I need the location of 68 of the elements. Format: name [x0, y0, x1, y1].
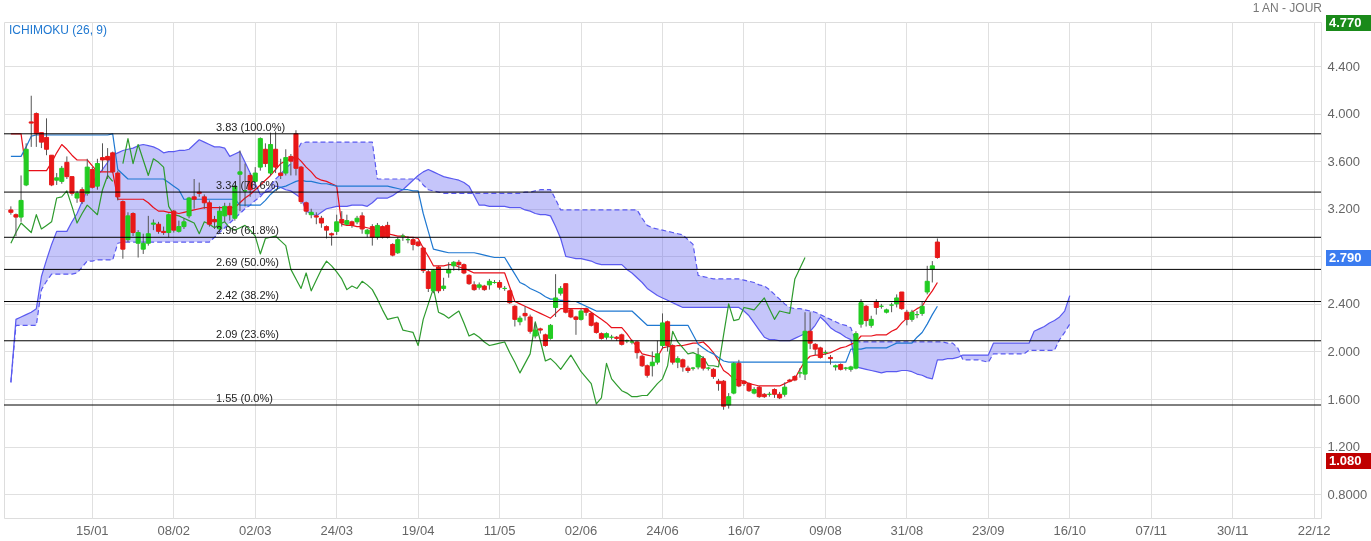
annotation: ICHIMOKU (26, 9): [9, 23, 108, 37]
candlestick: [863, 304, 869, 327]
candlestick: [94, 158, 100, 191]
y-tick-label: 1.600: [1327, 391, 1361, 407]
y-tick-label: 2.400: [1327, 296, 1361, 312]
candlestick: [858, 298, 864, 329]
y-tick-label: 0.8000: [1327, 486, 1368, 502]
y-tick-label: 2.000: [1327, 343, 1361, 359]
candlestick: [695, 347, 701, 370]
x-tick-label: 08/02: [157, 522, 191, 538]
y-tick-label: 1.200: [1327, 439, 1361, 455]
y-tick-label: 3.200: [1327, 201, 1361, 217]
ref-line-label: 3.83 (100.0%): [216, 120, 286, 133]
candlestick: [654, 340, 660, 366]
x-tick-label: 09/08: [809, 522, 842, 538]
candlestick: [512, 304, 518, 327]
candlestick: [929, 260, 935, 283]
candlestick: [278, 158, 284, 180]
ref-line-label: 1.55 (0.0%): [216, 392, 273, 404]
candlestick: [283, 148, 289, 176]
y-tick-label: 3.600: [1327, 153, 1361, 169]
candlestick: [400, 233, 406, 242]
candlestick: [191, 178, 197, 210]
x-tick-label: 16/10: [1053, 522, 1087, 538]
y-tick-label: 4.000: [1327, 106, 1361, 122]
x-tick-label: 22/12: [1297, 522, 1331, 538]
candlestick: [904, 309, 910, 326]
x-tick-label: 24/03: [320, 522, 353, 538]
x-tick-label: 02/03: [238, 522, 272, 538]
candlestick: [99, 142, 106, 172]
candlestick: [43, 117, 50, 156]
ref-line-label: 2.69 (50.0%): [216, 256, 279, 269]
candlestick: [359, 211, 365, 235]
candlestick: [8, 205, 14, 216]
ref-line-label: 2.42 (38.2%): [216, 288, 279, 301]
candlestick: [425, 268, 431, 293]
text: 2.790: [1329, 250, 1362, 265]
candlestick: [934, 237, 940, 260]
candlestick: [420, 246, 426, 274]
candlestick: [369, 223, 375, 247]
x-tick-label: 11/05: [483, 522, 516, 538]
text: 4.770: [1329, 15, 1362, 30]
x-tick-label: 07/11: [1135, 522, 1168, 538]
candlestick: [354, 215, 360, 225]
candlestick: [807, 311, 813, 350]
candlestick: [553, 273, 559, 318]
candlestick: [344, 214, 350, 226]
x-tick-label: 15/01: [76, 522, 109, 538]
candlestick: [125, 211, 131, 243]
x-tick-label: 02/06: [564, 522, 598, 538]
text: 1.080: [1329, 453, 1362, 468]
candlestick: [145, 215, 151, 247]
x-tick-label: 19/04: [401, 522, 435, 538]
y-tick-label: 4.400: [1327, 58, 1361, 74]
candlestick: [89, 166, 95, 190]
x-tick-label: 23/09: [972, 522, 1005, 538]
x-tick-label: 30/11: [1216, 522, 1249, 538]
candlestick: [435, 265, 442, 294]
candlestick: [659, 312, 666, 350]
candlestick: [924, 265, 930, 295]
ref-line-label: 2.09 (23.6%): [216, 327, 279, 340]
x-tick-label: 24/06: [646, 522, 679, 538]
candlestick: [262, 142, 268, 168]
text: 1 AN - JOUR: [1252, 1, 1323, 15]
candlestick: [583, 306, 589, 317]
x-tick-label: 31/08: [890, 522, 924, 538]
candlestick: [334, 214, 340, 236]
x-tick-label: 16/07: [727, 522, 761, 538]
